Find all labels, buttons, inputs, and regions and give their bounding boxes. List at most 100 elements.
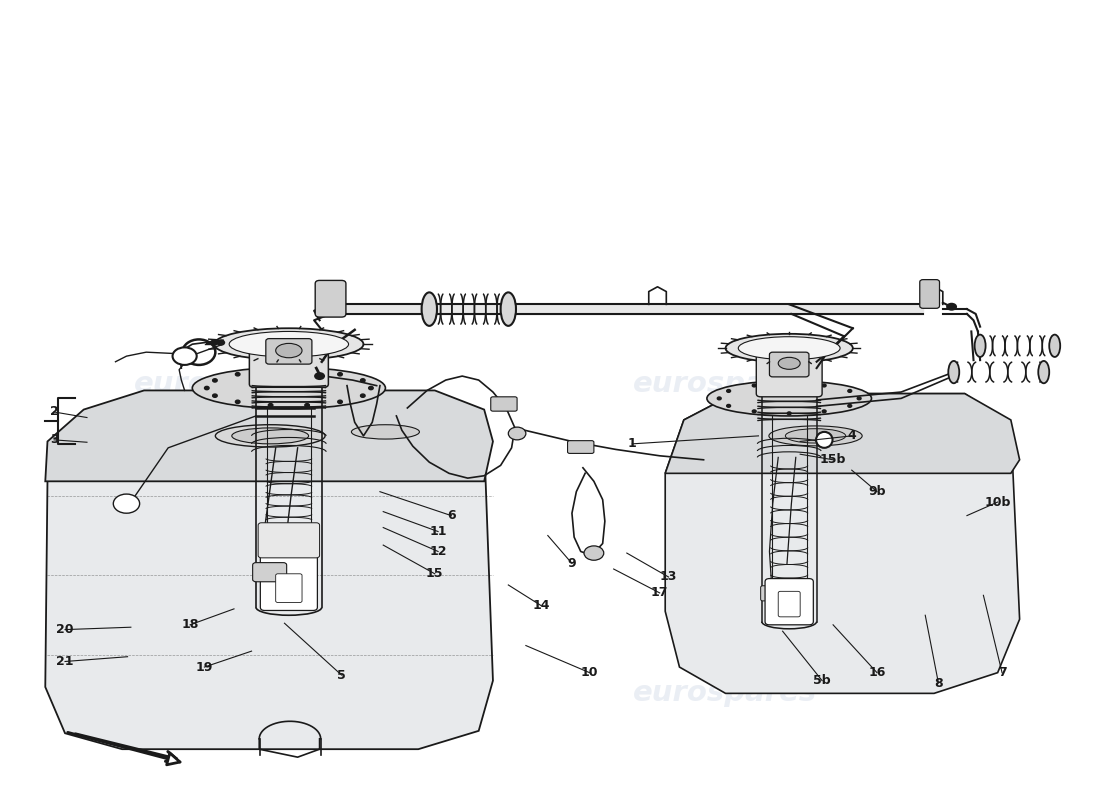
FancyBboxPatch shape [316, 281, 345, 317]
Circle shape [946, 302, 957, 310]
Ellipse shape [351, 425, 419, 439]
Text: 21: 21 [56, 655, 74, 668]
Circle shape [338, 400, 342, 403]
Circle shape [235, 400, 240, 403]
Circle shape [210, 339, 219, 346]
Text: 16: 16 [868, 666, 886, 679]
Ellipse shape [232, 428, 309, 444]
Circle shape [212, 394, 217, 398]
Text: 18: 18 [182, 618, 199, 631]
Circle shape [205, 386, 209, 390]
Text: 10: 10 [581, 666, 598, 679]
Circle shape [788, 382, 791, 385]
Ellipse shape [769, 426, 862, 446]
Circle shape [727, 405, 730, 407]
FancyBboxPatch shape [769, 352, 808, 377]
FancyBboxPatch shape [250, 339, 329, 387]
Ellipse shape [738, 337, 840, 360]
Circle shape [368, 386, 373, 390]
Ellipse shape [421, 292, 437, 326]
Text: 9b: 9b [868, 485, 886, 498]
Ellipse shape [726, 334, 852, 362]
Circle shape [822, 384, 826, 387]
Circle shape [752, 384, 756, 387]
Ellipse shape [785, 429, 846, 443]
FancyBboxPatch shape [261, 554, 318, 610]
Polygon shape [45, 390, 493, 482]
Text: 1: 1 [628, 438, 637, 450]
FancyBboxPatch shape [491, 397, 517, 411]
Text: eurospares: eurospares [134, 679, 318, 707]
Ellipse shape [816, 432, 833, 448]
Text: 10b: 10b [984, 495, 1011, 509]
Circle shape [361, 394, 365, 398]
Ellipse shape [948, 361, 959, 383]
Circle shape [268, 403, 273, 407]
Circle shape [822, 410, 826, 413]
Text: eurospares: eurospares [634, 370, 817, 398]
Circle shape [268, 370, 273, 373]
Ellipse shape [214, 328, 363, 360]
Circle shape [752, 410, 756, 413]
Text: 4: 4 [847, 430, 856, 442]
Ellipse shape [584, 546, 604, 560]
FancyBboxPatch shape [276, 574, 303, 602]
Circle shape [848, 390, 851, 392]
FancyBboxPatch shape [266, 338, 312, 364]
FancyBboxPatch shape [253, 562, 287, 582]
Text: 5: 5 [338, 669, 345, 682]
Circle shape [212, 378, 217, 382]
Ellipse shape [508, 427, 526, 440]
Ellipse shape [1049, 334, 1060, 357]
Text: eurospares: eurospares [634, 679, 817, 707]
Text: 19: 19 [196, 661, 213, 674]
Ellipse shape [229, 331, 349, 357]
Circle shape [315, 372, 326, 380]
Text: 9: 9 [568, 557, 576, 570]
Ellipse shape [778, 358, 800, 370]
Text: 8: 8 [934, 677, 943, 690]
Polygon shape [666, 394, 1020, 474]
Circle shape [217, 339, 226, 346]
Polygon shape [45, 408, 493, 749]
FancyBboxPatch shape [778, 591, 800, 617]
Circle shape [848, 405, 851, 407]
Text: 14: 14 [532, 599, 550, 612]
Text: 15b: 15b [820, 454, 846, 466]
Text: 17: 17 [651, 586, 669, 599]
Text: 2: 2 [50, 406, 58, 418]
Circle shape [727, 390, 730, 392]
Circle shape [788, 412, 791, 414]
Ellipse shape [183, 339, 216, 365]
Circle shape [305, 403, 309, 407]
Ellipse shape [276, 343, 303, 358]
FancyBboxPatch shape [258, 522, 320, 558]
Ellipse shape [707, 381, 871, 416]
Circle shape [717, 397, 722, 400]
Ellipse shape [216, 425, 326, 447]
FancyBboxPatch shape [766, 578, 813, 625]
Ellipse shape [173, 347, 197, 365]
FancyBboxPatch shape [761, 586, 786, 601]
Ellipse shape [192, 367, 385, 409]
Text: 6: 6 [447, 509, 455, 522]
FancyBboxPatch shape [920, 280, 939, 308]
FancyBboxPatch shape [568, 441, 594, 454]
Text: 13: 13 [660, 570, 678, 583]
Circle shape [338, 373, 342, 376]
Circle shape [361, 378, 365, 382]
Text: eurospares: eurospares [134, 370, 318, 398]
Ellipse shape [500, 292, 516, 326]
Ellipse shape [1038, 361, 1049, 383]
Text: 15: 15 [426, 567, 443, 580]
Circle shape [113, 494, 140, 514]
Text: 20: 20 [56, 623, 74, 636]
FancyBboxPatch shape [757, 354, 822, 397]
Text: 5b: 5b [813, 674, 830, 687]
Text: 7: 7 [998, 666, 1006, 679]
Polygon shape [666, 394, 1020, 694]
Text: 3: 3 [50, 434, 58, 446]
Circle shape [305, 370, 309, 373]
Ellipse shape [975, 334, 986, 357]
Circle shape [235, 373, 240, 376]
